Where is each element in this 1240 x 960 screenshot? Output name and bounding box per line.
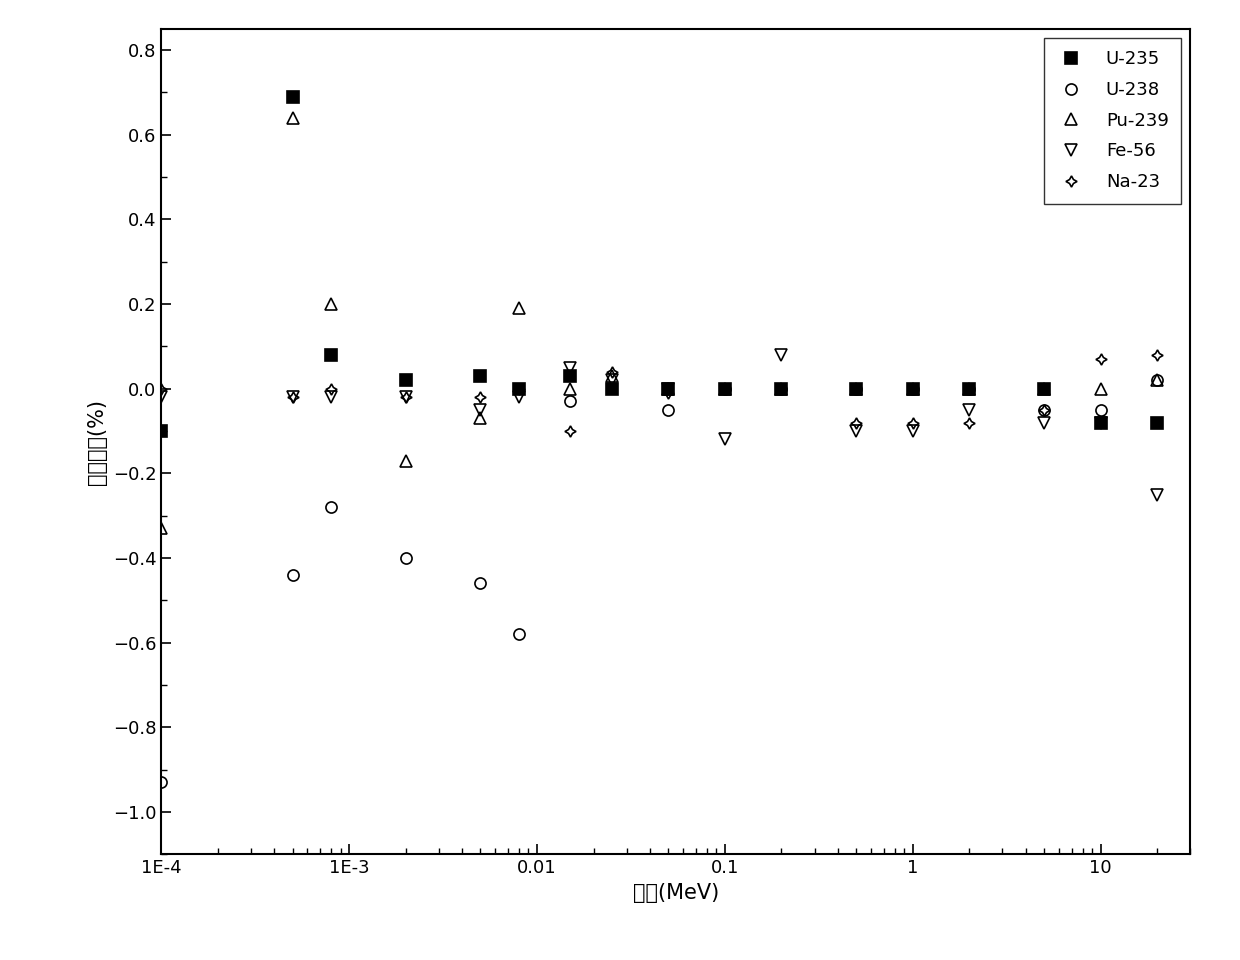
Na-23 bbox=[1037, 404, 1052, 416]
Pu-239 bbox=[154, 522, 169, 534]
Pu-239 bbox=[718, 383, 733, 395]
Na-23 bbox=[1094, 353, 1109, 365]
Pu-239 bbox=[1037, 383, 1052, 395]
U-235 bbox=[1094, 417, 1109, 428]
Pu-239 bbox=[563, 383, 578, 395]
U-235 bbox=[324, 349, 339, 361]
U-235 bbox=[1149, 417, 1164, 428]
U-238 bbox=[398, 552, 413, 564]
Fe-56 bbox=[1037, 417, 1052, 428]
Fe-56 bbox=[563, 362, 578, 373]
Fe-56 bbox=[849, 425, 864, 437]
Fe-56 bbox=[398, 392, 413, 403]
Na-23 bbox=[563, 425, 578, 437]
Line: Fe-56: Fe-56 bbox=[156, 349, 1163, 500]
Fe-56 bbox=[774, 349, 789, 361]
U-235 bbox=[563, 371, 578, 382]
Line: U-235: U-235 bbox=[156, 91, 1163, 437]
U-235 bbox=[661, 383, 676, 395]
U-238 bbox=[1149, 374, 1164, 386]
Fe-56 bbox=[285, 392, 300, 403]
Na-23 bbox=[905, 417, 920, 428]
Pu-239 bbox=[398, 455, 413, 467]
Fe-56 bbox=[718, 434, 733, 445]
U-238 bbox=[905, 383, 920, 395]
Pu-239 bbox=[511, 302, 526, 314]
Line: Pu-239: Pu-239 bbox=[156, 112, 1163, 534]
U-238 bbox=[661, 404, 676, 416]
U-238 bbox=[563, 396, 578, 407]
Pu-239 bbox=[1149, 374, 1164, 386]
Na-23 bbox=[154, 383, 169, 395]
U-238 bbox=[154, 777, 169, 788]
U-235 bbox=[962, 383, 977, 395]
Pu-239 bbox=[1094, 383, 1109, 395]
U-235 bbox=[1037, 383, 1052, 395]
Pu-239 bbox=[472, 413, 487, 424]
Fe-56 bbox=[1149, 489, 1164, 500]
U-235 bbox=[398, 374, 413, 386]
Fe-56 bbox=[905, 425, 920, 437]
Y-axis label: 相对误差(%): 相对误差(%) bbox=[87, 398, 107, 485]
U-235 bbox=[774, 383, 789, 395]
Line: Na-23: Na-23 bbox=[156, 349, 1163, 437]
Fe-56 bbox=[154, 392, 169, 403]
U-235 bbox=[285, 91, 300, 103]
Fe-56 bbox=[661, 383, 676, 395]
Pu-239 bbox=[849, 383, 864, 395]
Pu-239 bbox=[324, 299, 339, 310]
Pu-239 bbox=[285, 112, 300, 124]
Na-23 bbox=[1149, 349, 1164, 361]
Fe-56 bbox=[324, 392, 339, 403]
U-235 bbox=[511, 383, 526, 395]
U-238 bbox=[324, 501, 339, 513]
Pu-239 bbox=[905, 383, 920, 395]
Na-23 bbox=[472, 392, 487, 403]
U-238 bbox=[472, 578, 487, 589]
Na-23 bbox=[718, 383, 733, 395]
X-axis label: 能量(MeV): 能量(MeV) bbox=[632, 883, 719, 902]
U-235 bbox=[472, 371, 487, 382]
Fe-56 bbox=[962, 404, 977, 416]
Na-23 bbox=[285, 392, 300, 403]
Fe-56 bbox=[604, 374, 619, 386]
Na-23 bbox=[661, 387, 676, 398]
Na-23 bbox=[324, 383, 339, 395]
Pu-239 bbox=[604, 371, 619, 382]
Fe-56 bbox=[1094, 417, 1109, 428]
Pu-239 bbox=[661, 383, 676, 395]
U-238 bbox=[285, 569, 300, 581]
U-238 bbox=[1094, 404, 1109, 416]
Pu-239 bbox=[774, 383, 789, 395]
U-238 bbox=[849, 383, 864, 395]
Na-23 bbox=[511, 383, 526, 395]
U-235 bbox=[154, 425, 169, 437]
Na-23 bbox=[604, 366, 619, 377]
Na-23 bbox=[849, 417, 864, 428]
U-238 bbox=[962, 383, 977, 395]
Na-23 bbox=[962, 417, 977, 428]
Na-23 bbox=[398, 392, 413, 403]
U-238 bbox=[774, 383, 789, 395]
U-235 bbox=[718, 383, 733, 395]
U-235 bbox=[849, 383, 864, 395]
Na-23 bbox=[774, 383, 789, 395]
U-238 bbox=[511, 629, 526, 640]
U-235 bbox=[905, 383, 920, 395]
Fe-56 bbox=[472, 404, 487, 416]
U-238 bbox=[1037, 404, 1052, 416]
Pu-239 bbox=[962, 383, 977, 395]
Fe-56 bbox=[511, 392, 526, 403]
U-238 bbox=[718, 383, 733, 395]
Legend: U-235, U-238, Pu-239, Fe-56, Na-23: U-235, U-238, Pu-239, Fe-56, Na-23 bbox=[1044, 37, 1182, 204]
U-235 bbox=[604, 383, 619, 395]
Line: U-238: U-238 bbox=[156, 374, 1163, 788]
